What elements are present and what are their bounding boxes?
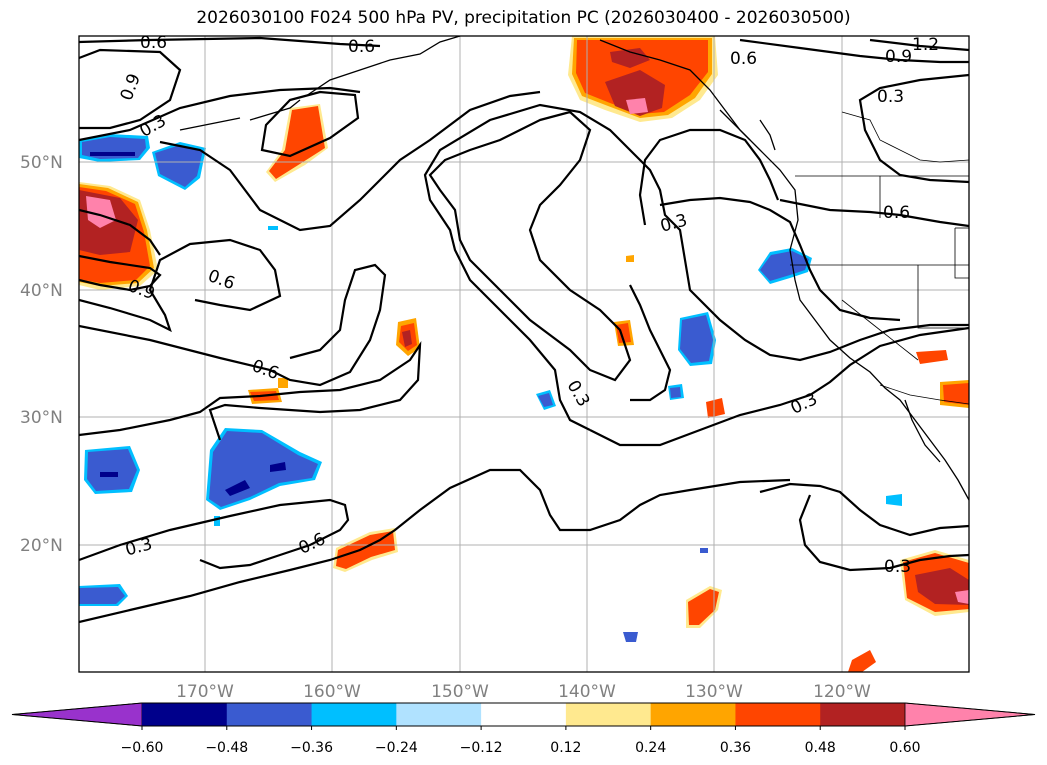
colorbar-extend-low: [11, 702, 143, 727]
contour-label: 1.2: [912, 35, 939, 55]
colorbar-tick-label: −0.48: [205, 740, 248, 756]
contour-label: 0.6: [883, 203, 910, 223]
colorbar-bin: [650, 703, 736, 726]
contour-label: 0.3: [123, 534, 154, 560]
colorbar-tick-label: −0.60: [121, 740, 164, 756]
contour-label: 0.3: [563, 377, 594, 410]
colorbar-tick-label: 0.24: [635, 740, 666, 756]
colorbar-bin: [311, 703, 397, 726]
colorbar-bin: [565, 703, 652, 726]
contour-label: 0.6: [140, 33, 167, 53]
colorbar-tick-label: 0.12: [550, 740, 581, 756]
colorbar-tick-label: −0.12: [460, 740, 503, 756]
lon-label: 150°W: [431, 682, 489, 702]
colorbar-tick-labels: −0.60 −0.48 −0.36 −0.24 −0.12 0.12 0.24 0.36 0.4…: [121, 726, 921, 756]
colorbar-tick-label: −0.36: [290, 740, 333, 756]
colorbar-bin: [735, 703, 821, 726]
contour-label: 0.6: [348, 37, 375, 57]
colorbar-tick-label: 0.36: [720, 740, 751, 756]
colorbar-extend-high: [904, 702, 1036, 727]
political-borders: [790, 111, 969, 405]
colorbar-bin: [142, 703, 228, 726]
lon-label: 160°W: [303, 682, 361, 702]
coastlines: [179, 36, 969, 501]
colorbar-tick-label: 0.60: [889, 740, 920, 756]
lon-label: 120°W: [813, 682, 871, 702]
precip-shading-negative: [79, 134, 902, 642]
contour-label: 0.6: [296, 529, 329, 559]
precip-shading-positive: [79, 36, 969, 672]
contour-label: 0.6: [730, 49, 757, 69]
latitude-labels: 50°N 40°N 30°N 20°N: [20, 153, 63, 556]
colorbar-bin: [481, 703, 567, 726]
map-title: 2026030100 F024 500 hPa PV, precipitatio…: [196, 8, 851, 28]
longitude-labels: 170°W 160°W 150°W 140°W 130°W 120°W: [176, 682, 871, 702]
lat-label: 20°N: [20, 536, 63, 556]
contour-label: 0.3: [658, 210, 689, 236]
pv-contours: [79, 36, 969, 624]
colorbar-bin: [226, 703, 313, 726]
contour-label: 0.9: [117, 71, 145, 103]
colorbar: [11, 702, 1036, 727]
contour-label: 0.3: [884, 557, 911, 577]
colorbar-bin: [820, 703, 906, 726]
lon-label: 170°W: [176, 682, 234, 702]
lon-label: 140°W: [558, 682, 616, 702]
colorbar-bin: [396, 703, 482, 726]
contour-label: 0.6: [249, 356, 281, 384]
plot-frame: [78, 35, 970, 673]
lat-label: 40°N: [20, 281, 63, 301]
colorbar-tick-label: −0.24: [375, 740, 418, 756]
contour-label: 0.3: [788, 389, 821, 419]
lat-label: 50°N: [20, 153, 63, 173]
colorbar-tick-label: 0.48: [805, 740, 836, 756]
lon-label: 130°W: [685, 682, 743, 702]
contour-label: 0.3: [877, 87, 904, 107]
lat-label: 30°N: [20, 408, 63, 428]
contour-label: 0.9: [885, 47, 912, 67]
graticule: [79, 36, 969, 672]
